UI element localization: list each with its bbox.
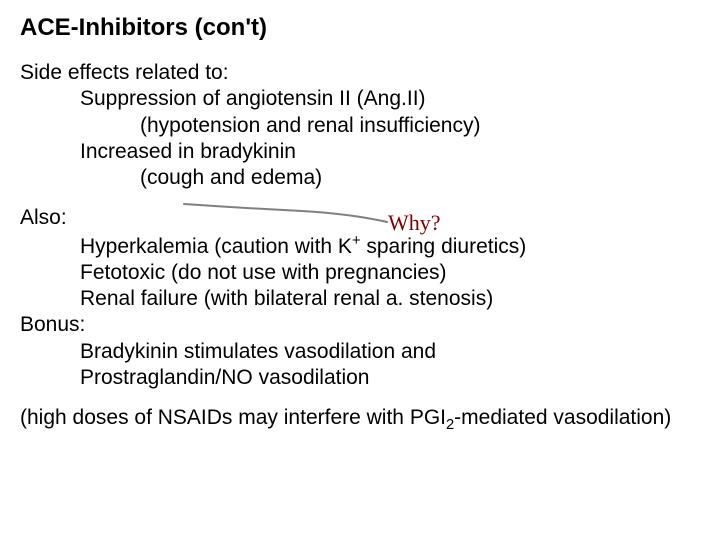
superscript-plus: +: [352, 233, 361, 249]
section2-label: Also:: [20, 205, 700, 231]
text-fragment: Hyperkalemia (caution with K: [80, 235, 352, 258]
section2-line-c: Renal failure (with bilateral renal a. s…: [20, 286, 700, 312]
section1-line-d: (cough and edema): [20, 165, 700, 191]
section2-line-b: Fetotoxic (do not use with pregnancies): [20, 260, 700, 286]
footer-note: (high doses of NSAIDs may interfere with…: [20, 405, 700, 435]
subscript-two: 2: [446, 417, 454, 433]
section3-line-b: Prostraglandin/NO vasodilation: [20, 365, 700, 391]
text-fragment: -mediated vasodilation): [454, 406, 671, 429]
section2-line-a: Hyperkalemia (caution with K+ sparing di…: [20, 232, 700, 260]
section3-line-a: Bradykinin stimulates vasodilation and: [20, 339, 700, 365]
slide-title: ACE-Inhibitors (con't): [20, 14, 700, 42]
section1-line-c: Increased in bradykinin: [20, 139, 700, 165]
section1-intro: Side effects related to:: [20, 60, 700, 86]
text-fragment: sparing diuretics): [361, 235, 527, 258]
section3-label: Bonus:: [20, 312, 700, 338]
section1-line-a: Suppression of angiotensin II (Ang.II): [20, 86, 700, 112]
why-annotation: Why?: [388, 210, 441, 236]
text-fragment: (high doses of NSAIDs may interfere with…: [20, 406, 446, 429]
section1-line-b: (hypotension and renal insufficiency): [20, 113, 700, 139]
